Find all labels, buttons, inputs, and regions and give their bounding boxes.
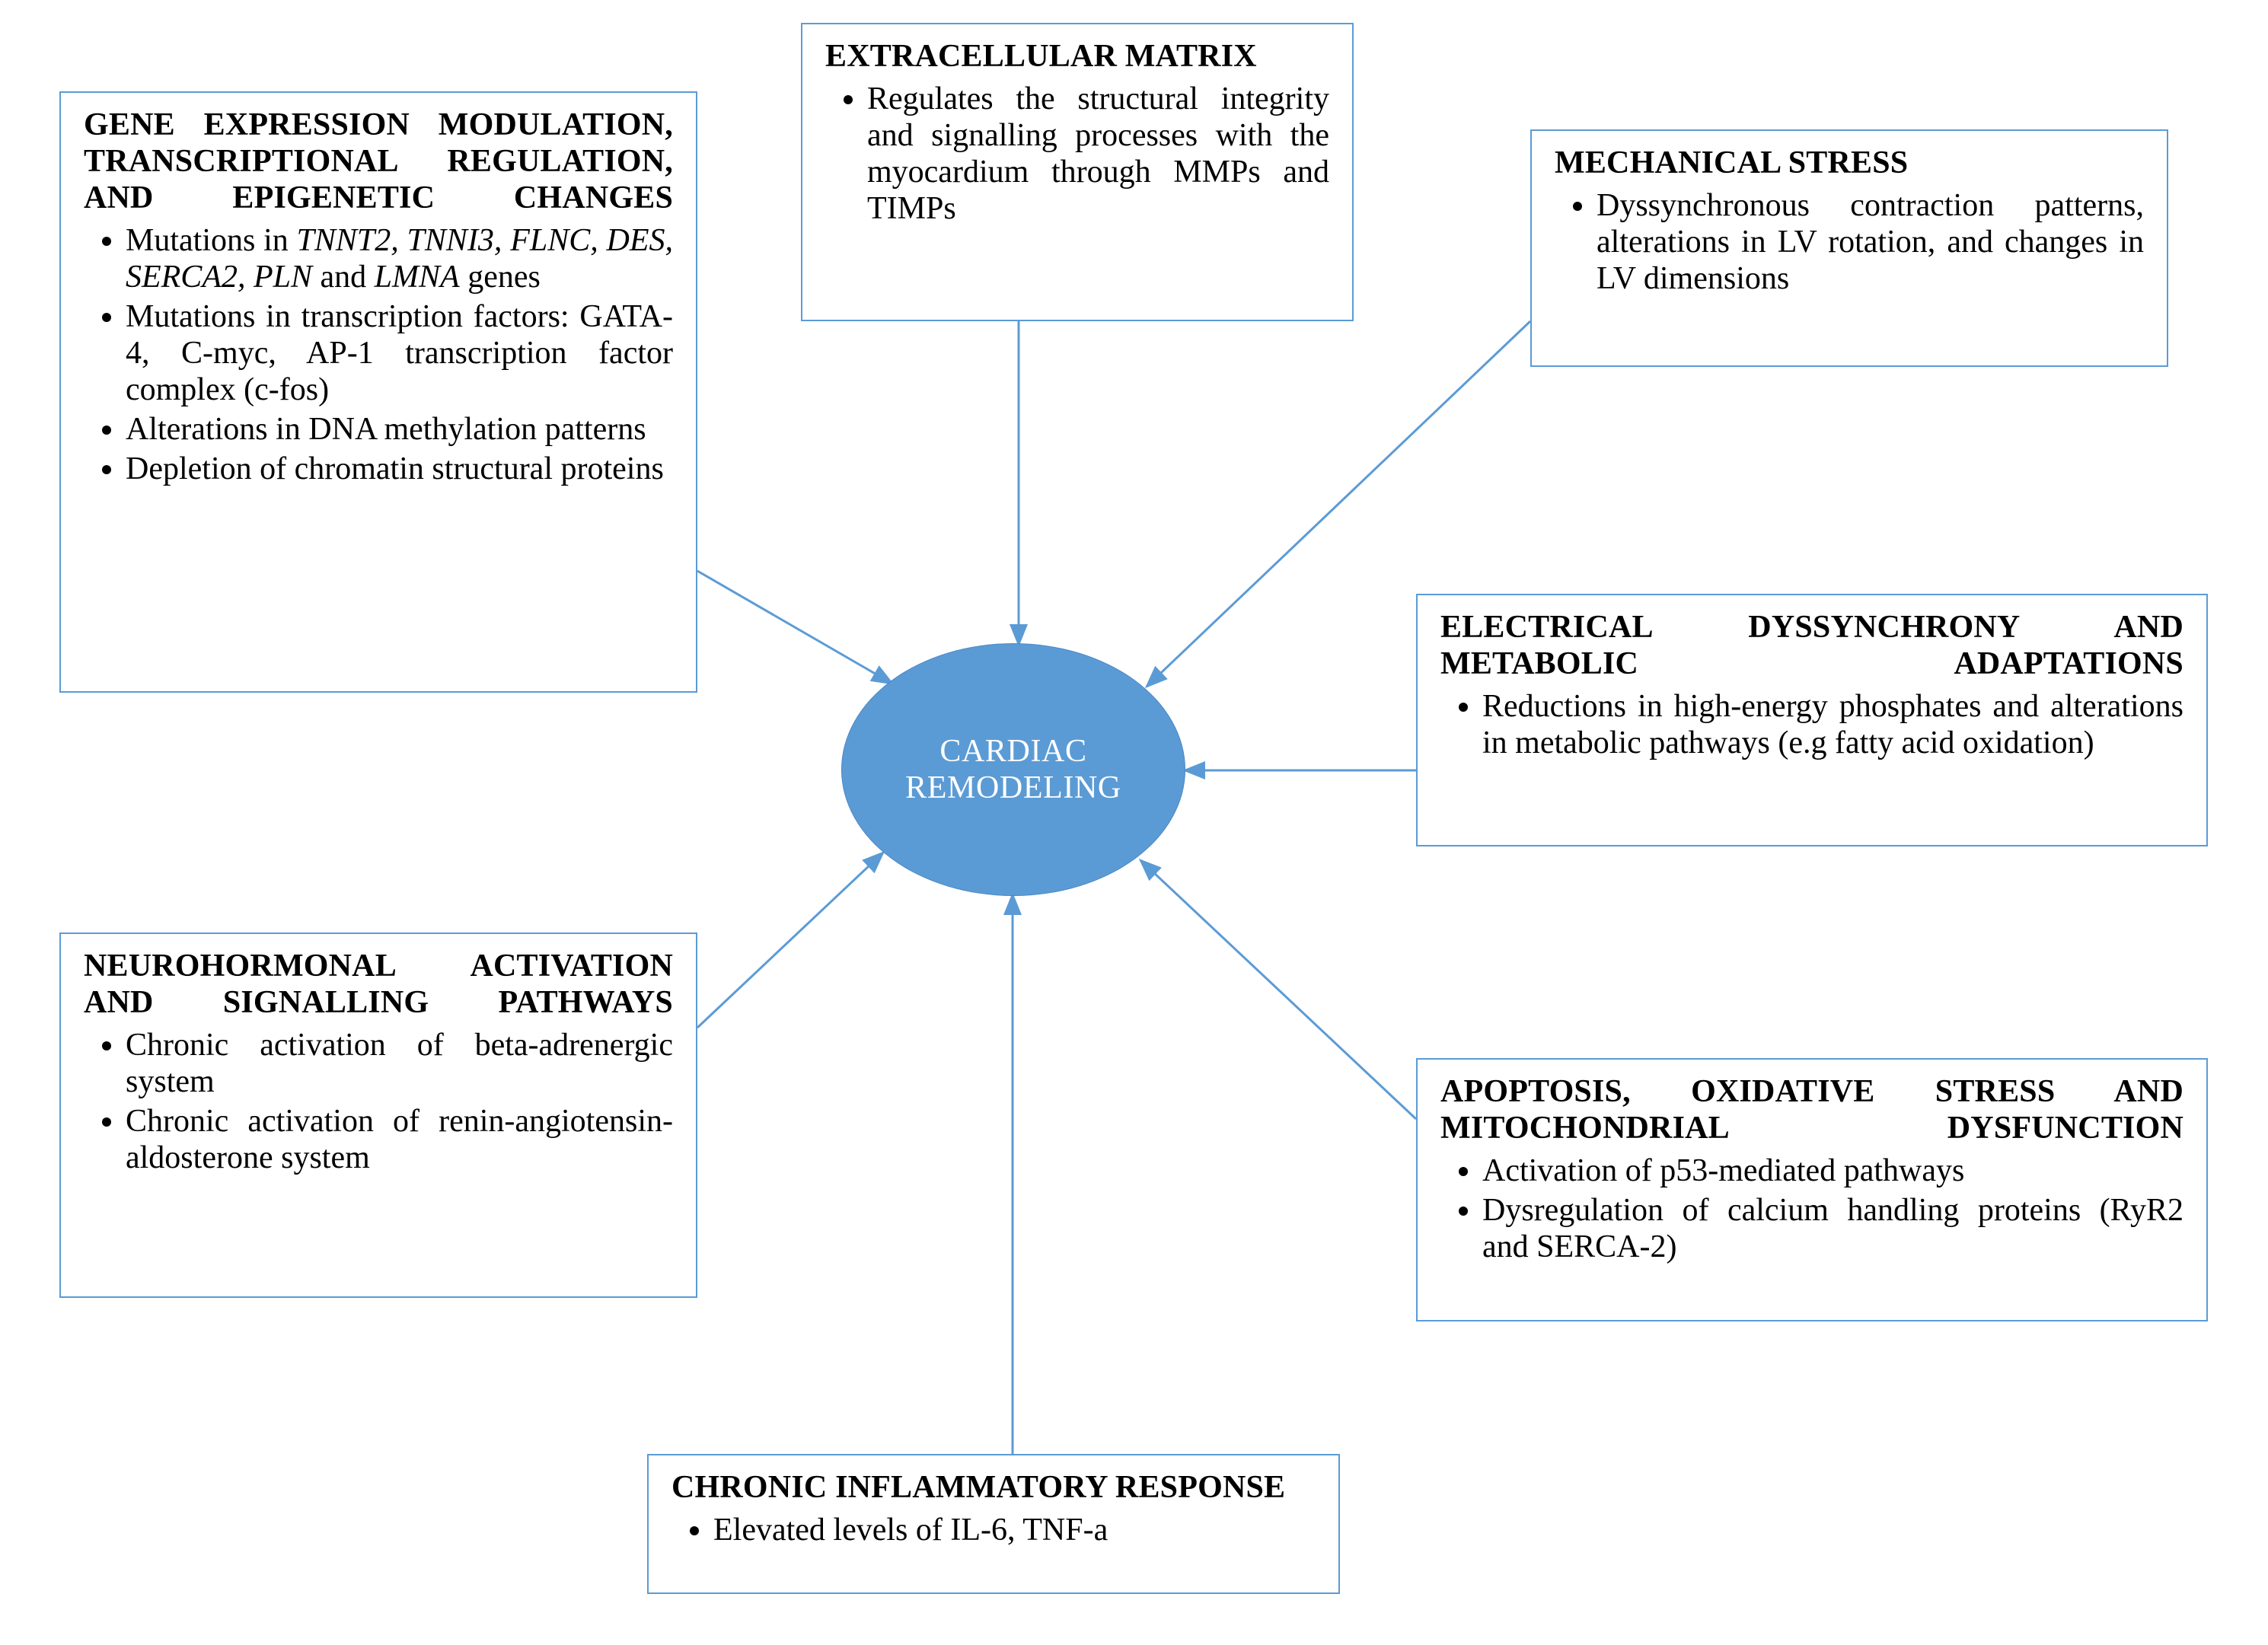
diagram-canvas: CARDIAC REMODELING GENE EXPRESSION MODUL… [0,0,2268,1645]
box-extracellular-matrix: EXTRACELLULAR MATRIX Regulates the struc… [801,23,1354,321]
box-bullets: Chronic activation of beta-adrenergic sy… [84,1027,673,1176]
center-node-cardiac-remodeling: CARDIAC REMODELING [841,643,1185,896]
center-label-line2: REMODELING [905,770,1121,806]
box-apoptosis-oxidative-stress: APOPTOSIS, OXIDATIVE STRESS AND MITOCHON… [1416,1058,2208,1321]
box-bullets: Dyssynchronous contraction patterns, alt… [1555,187,2144,297]
box-bullets: Reductions in high-energy phosphates and… [1440,688,2183,761]
box-title: EXTRACELLULAR MATRIX [825,38,1329,75]
bullet-item: Dyssynchronous contraction patterns, alt… [1597,187,2144,297]
box-title: ELECTRICAL DYSSYNCHRONY AND METABOLIC AD… [1440,609,2183,682]
center-label-line1: CARDIAC [939,733,1086,770]
box-gene-expression: GENE EXPRESSION MODULATION, TRANSCRIPTIO… [59,91,697,693]
bullet-item: Elevated levels of IL-6, TNF-a [713,1512,1316,1548]
connector-apop [1140,860,1416,1119]
box-bullets: Regulates the structural integrity and s… [825,81,1329,227]
bullet-item: Mutations in TNNT2, TNNI3, FLNC, DES, SE… [126,222,673,295]
connector-gene [697,571,892,684]
box-title: GENE EXPRESSION MODULATION, TRANSCRIPTIO… [84,107,673,216]
box-mechanical-stress: MECHANICAL STRESS Dyssynchronous contrac… [1530,129,2168,367]
bullet-item: Dysregulation of calcium handling protei… [1482,1192,2183,1265]
box-bullets: Activation of p53-mediated pathwaysDysre… [1440,1152,2183,1265]
connector-neuro [697,853,883,1028]
box-title: APOPTOSIS, OXIDATIVE STRESS AND MITOCHON… [1440,1073,2183,1146]
box-electrical-dyssynchrony: ELECTRICAL DYSSYNCHRONY AND METABOLIC AD… [1416,594,2208,846]
bullet-item: Activation of p53-mediated pathways [1482,1152,2183,1189]
bullet-item: Chronic activation of renin-angiotensin-… [126,1103,673,1176]
box-bullets: Elevated levels of IL-6, TNF-a [671,1512,1316,1548]
bullet-item: Regulates the structural integrity and s… [867,81,1329,227]
box-bullets: Mutations in TNNT2, TNNI3, FLNC, DES, SE… [84,222,673,487]
box-title: MECHANICAL STRESS [1555,145,2144,181]
bullet-item: Mutations in transcription factors: GATA… [126,298,673,408]
box-title: NEUROHORMONAL ACTIVATION AND SIGNALLING … [84,948,673,1021]
box-chronic-inflammatory-response: CHRONIC INFLAMMATORY RESPONSE Elevated l… [647,1454,1340,1594]
bullet-item: Depletion of chromatin structural protei… [126,451,673,487]
bullet-item: Reductions in high-energy phosphates and… [1482,688,2183,761]
box-title: CHRONIC INFLAMMATORY RESPONSE [671,1469,1316,1506]
bullet-item: Chronic activation of beta-adrenergic sy… [126,1027,673,1100]
box-neurohormonal-activation: NEUROHORMONAL ACTIVATION AND SIGNALLING … [59,932,697,1298]
bullet-item: Alterations in DNA methylation patterns [126,411,673,448]
